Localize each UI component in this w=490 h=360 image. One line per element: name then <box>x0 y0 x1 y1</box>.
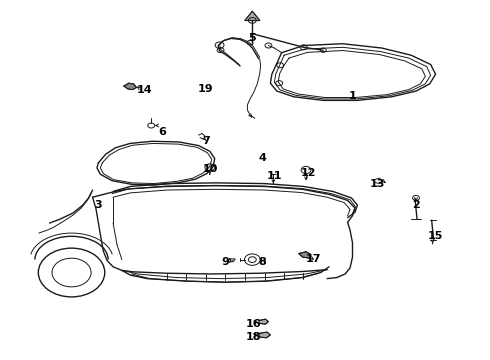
Polygon shape <box>259 332 270 338</box>
Text: 11: 11 <box>267 171 282 181</box>
Text: 7: 7 <box>202 136 210 145</box>
Text: 13: 13 <box>369 179 385 189</box>
Text: 17: 17 <box>306 254 321 264</box>
Polygon shape <box>299 252 311 258</box>
Text: 15: 15 <box>428 231 443 240</box>
Text: 3: 3 <box>95 200 102 210</box>
Text: 2: 2 <box>412 200 420 210</box>
Text: 9: 9 <box>221 257 229 267</box>
Text: 8: 8 <box>258 257 266 267</box>
Text: 14: 14 <box>137 85 153 95</box>
Text: 1: 1 <box>348 91 356 101</box>
Text: 4: 4 <box>258 153 266 163</box>
Text: 12: 12 <box>301 168 316 178</box>
Text: 16: 16 <box>246 319 262 329</box>
Polygon shape <box>259 319 269 324</box>
Text: 5: 5 <box>248 33 256 43</box>
Text: 10: 10 <box>203 164 219 174</box>
Text: 19: 19 <box>198 84 214 94</box>
Polygon shape <box>124 83 137 90</box>
Text: 6: 6 <box>158 127 166 136</box>
Text: 18: 18 <box>246 332 262 342</box>
Polygon shape <box>245 12 260 21</box>
